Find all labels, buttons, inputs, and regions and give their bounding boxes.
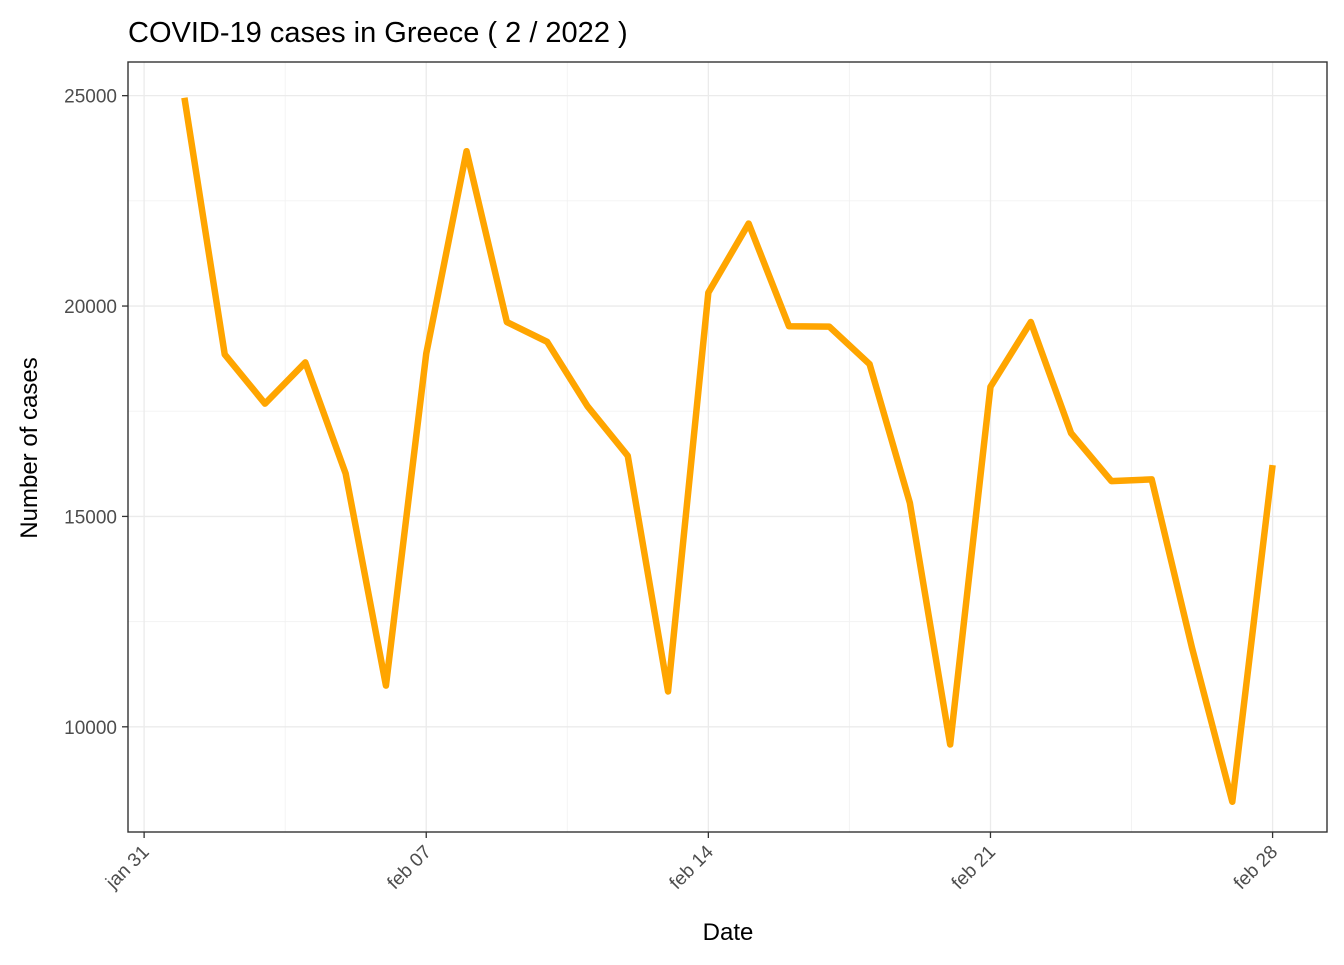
plot-panel-border — [127, 61, 1328, 833]
y-tick-label: 10000 — [64, 718, 117, 739]
cases-series-line — [181, 97, 1276, 805]
minor-gridlines — [128, 62, 1327, 832]
y-axis: 10000 15000 20000 25000 — [64, 87, 128, 739]
y-axis-title: Number of cases — [16, 357, 43, 538]
y-tick-label: 20000 — [64, 297, 117, 318]
y-tick-label: 25000 — [64, 87, 117, 108]
series-layer — [181, 97, 1276, 805]
y-tick-label: 15000 — [64, 507, 117, 528]
x-axis-title: Date — [703, 919, 754, 946]
major-gridlines — [128, 62, 1327, 832]
chart-title: COVID-19 cases in Greece ( 2 / 2022 ) — [128, 17, 628, 49]
